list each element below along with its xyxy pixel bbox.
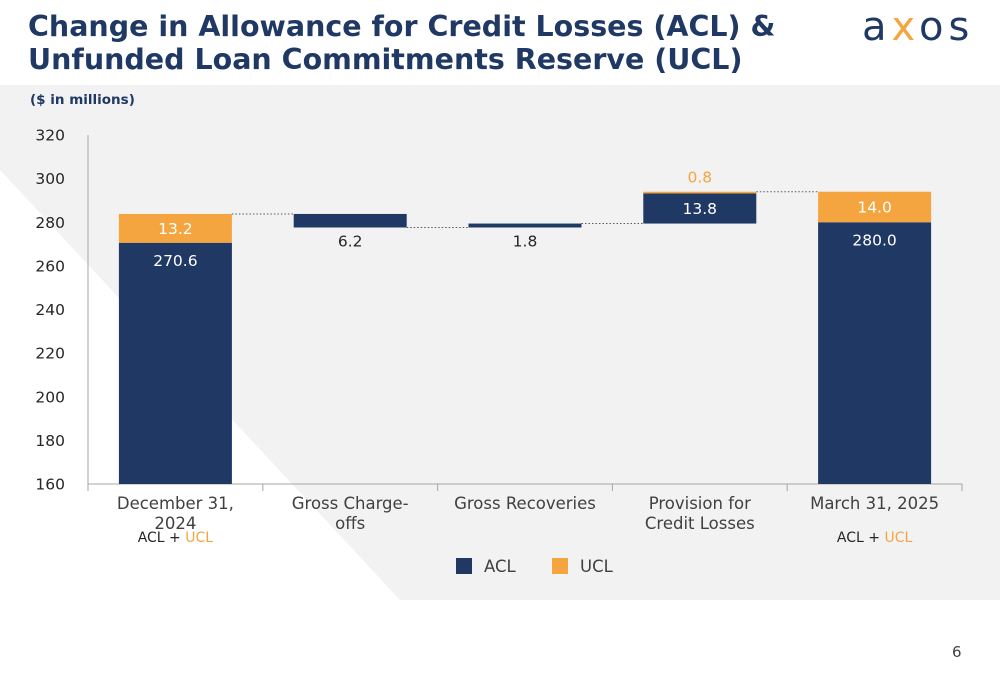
logo-text-a: a — [862, 4, 892, 50]
bar-segment-ucl — [818, 191, 932, 223]
x-category-label: Provision for — [649, 494, 751, 513]
unit-note: ($ in millions) — [30, 92, 135, 108]
y-tick-label: 280 — [35, 214, 65, 232]
x-category-label: December 31, — [117, 494, 234, 513]
x-category-label: Credit Losses — [645, 514, 755, 533]
category-note-ucl: UCL — [884, 530, 912, 546]
category-note: ACL + UCL — [138, 530, 214, 546]
title-line-2: Unfunded Loan Commitments Reserve (UCL) — [28, 43, 743, 76]
bar-segment-ucl — [118, 213, 232, 243]
legend-label-acl: ACL — [484, 557, 517, 576]
data-label: 6.2 — [338, 232, 363, 250]
slide-title: Change in Allowance for Credit Losses (A… — [28, 10, 828, 76]
data-label: 13.2 — [158, 220, 193, 238]
axos-logo: axos — [862, 4, 974, 50]
x-category-label: offs — [335, 514, 365, 533]
legend-label-ucl: UCL — [580, 557, 614, 576]
x-category-label: Gross Recoveries — [454, 494, 596, 513]
data-label: 0.8 — [687, 169, 712, 187]
page-number: 6 — [952, 643, 962, 661]
data-label: 13.8 — [683, 200, 718, 218]
category-note-ucl: UCL — [185, 530, 213, 546]
y-tick-label: 320 — [35, 127, 65, 145]
logo-text-os: os — [918, 4, 975, 50]
x-category-label: March 31, 2025 — [810, 494, 939, 513]
logo-text-x: x — [891, 4, 919, 50]
legend-swatch-ucl — [552, 558, 568, 574]
category-note-acl: ACL + — [837, 530, 885, 546]
legend-swatch-acl — [456, 558, 472, 574]
y-tick-label: 200 — [35, 388, 65, 406]
bar-segment-acl — [118, 242, 232, 484]
bar-segment-acl — [643, 193, 757, 224]
y-tick-label: 160 — [35, 476, 65, 494]
bar-segment-acl — [293, 213, 407, 228]
y-tick-label: 220 — [35, 345, 65, 363]
category-note-acl: ACL + — [138, 530, 186, 546]
data-label: 14.0 — [857, 198, 892, 216]
data-label: 1.8 — [513, 232, 538, 250]
y-tick-label: 260 — [35, 257, 65, 275]
bar-segment-acl — [468, 223, 582, 228]
y-tick-label: 300 — [35, 170, 65, 188]
title-line-1: Change in Allowance for Credit Losses (A… — [28, 10, 776, 43]
y-tick-label: 240 — [35, 301, 65, 319]
bar-segment-acl — [818, 222, 932, 484]
y-tick-label: 180 — [35, 432, 65, 450]
data-label: 270.6 — [153, 252, 197, 270]
x-category-label: Gross Charge- — [292, 494, 409, 513]
x-category-label: 2024 — [154, 514, 196, 533]
category-note: ACL + UCL — [837, 530, 913, 546]
bar-segment-ucl — [643, 191, 757, 194]
data-label: 280.0 — [852, 231, 896, 249]
